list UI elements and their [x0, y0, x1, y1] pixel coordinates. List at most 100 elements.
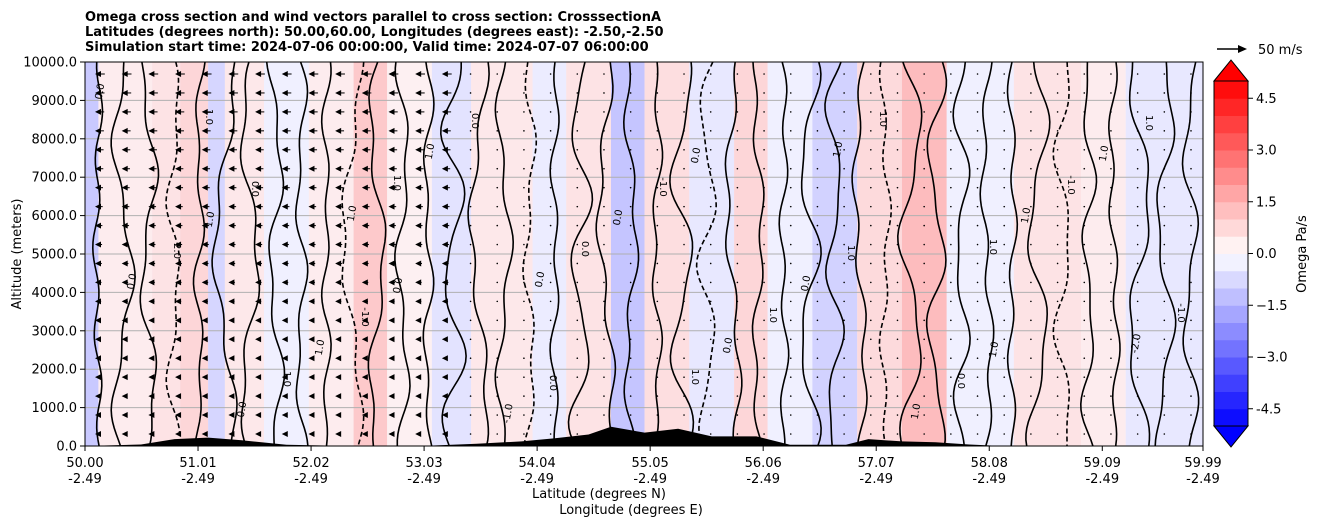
wind-vector	[923, 111, 925, 113]
wind-vector	[281, 431, 288, 437]
wind-vector-head	[415, 298, 422, 305]
wind-vector	[335, 222, 343, 229]
wind-vector	[121, 241, 129, 248]
wind-vector	[361, 412, 368, 419]
x-tick-label-lat: 52.02	[292, 456, 329, 471]
wind-vector	[976, 376, 979, 378]
wind-vector	[629, 357, 632, 360]
wind-vector	[469, 92, 472, 94]
wind-vector	[388, 241, 396, 248]
wind-vector	[896, 73, 899, 75]
wind-vector	[1163, 73, 1166, 75]
wind-vector-head	[335, 184, 342, 191]
wind-vector	[656, 148, 659, 151]
wind-vector	[95, 336, 101, 343]
wind-vector	[1110, 281, 1112, 284]
wind-vector	[576, 262, 579, 265]
wind-vector	[523, 73, 525, 75]
wind-vector	[843, 186, 845, 189]
wind-vector	[1030, 319, 1032, 322]
wind-vector	[335, 146, 344, 153]
wind-vector	[656, 357, 659, 360]
wind-vector-head	[228, 298, 235, 305]
wind-vector	[736, 433, 739, 435]
wind-vector	[308, 71, 319, 77]
wind-vector	[415, 222, 423, 229]
wind-vector-head	[335, 89, 342, 96]
wind-vector	[1190, 148, 1192, 151]
wind-vector	[95, 165, 104, 172]
wind-vector	[523, 300, 525, 303]
wind-vector	[923, 338, 925, 341]
wind-vector-head	[361, 146, 368, 153]
wind-vector	[1163, 148, 1166, 151]
wind-vector	[1056, 111, 1059, 113]
wind-vector	[736, 357, 739, 360]
wind-vector	[1003, 130, 1006, 132]
wind-vector	[950, 243, 952, 246]
wind-vector-head	[441, 146, 448, 153]
wind-vector	[976, 73, 979, 75]
wind-vector	[148, 317, 155, 324]
wind-vector	[1163, 243, 1166, 246]
wind-vector-head	[148, 355, 155, 362]
wind-vector-head	[388, 317, 395, 324]
wind-vector	[441, 336, 448, 343]
wind-vector	[148, 412, 155, 419]
wind-vector	[469, 376, 472, 378]
wind-vector	[255, 89, 265, 96]
wind-vector	[1110, 300, 1112, 303]
wind-vector	[255, 108, 265, 115]
wind-vector	[415, 165, 424, 172]
wind-vector	[1110, 73, 1112, 75]
wind-vector	[789, 111, 792, 113]
wind-vector-head	[175, 108, 182, 115]
wind-vector	[388, 146, 398, 153]
wind-vector	[175, 146, 184, 153]
wind-vector	[923, 167, 925, 170]
wind-vector	[950, 130, 952, 132]
wind-vector	[496, 205, 499, 208]
wind-vector	[175, 431, 182, 437]
wind-vector-head	[335, 260, 342, 267]
wind-vector	[1190, 73, 1192, 75]
wind-vector	[870, 224, 872, 227]
wind-vector	[1003, 395, 1006, 397]
y-tick-label: 6000.0	[32, 209, 78, 224]
wind-vector	[1056, 205, 1059, 208]
wind-vector	[709, 73, 712, 75]
wind-vector	[683, 300, 685, 303]
wind-vector	[255, 184, 264, 191]
wind-vector	[763, 376, 765, 378]
wind-vector	[281, 222, 290, 229]
wind-vector	[709, 319, 712, 322]
wind-vector-head	[201, 393, 208, 400]
wind-vector	[496, 243, 499, 246]
wind-vector	[603, 357, 605, 360]
wind-vector-head	[148, 127, 155, 134]
wind-vector-head	[121, 355, 128, 362]
wind-vector	[763, 319, 765, 322]
wind-vector	[121, 393, 128, 400]
wind-vector-head	[441, 374, 448, 381]
wind-vector	[1136, 262, 1139, 265]
contour-line	[952, 61, 971, 447]
wind-vector	[816, 319, 819, 322]
y-tick-label: 1000.0	[32, 401, 78, 416]
wind-vector	[415, 127, 425, 134]
contour-line	[422, 61, 435, 447]
wind-vector-head	[281, 393, 288, 400]
wind-vector	[361, 127, 371, 134]
wind-vector	[629, 205, 632, 208]
colorbar-segment	[1214, 253, 1248, 272]
wind-vector	[709, 338, 712, 341]
wind-vector	[683, 395, 685, 397]
wind-vector-head	[308, 279, 315, 286]
wind-vector-head	[388, 260, 395, 267]
wind-vector	[870, 338, 872, 341]
wind-vector	[148, 431, 155, 437]
wind-vector	[469, 243, 472, 246]
wind-vector	[496, 92, 499, 94]
wind-vector-head	[95, 71, 101, 77]
contour-label: 1.0	[1098, 145, 1112, 163]
